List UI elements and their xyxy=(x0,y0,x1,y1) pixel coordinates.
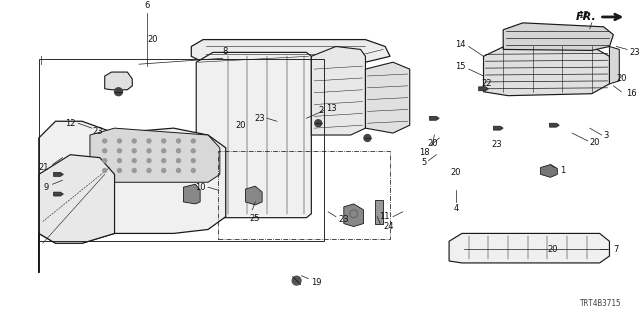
Polygon shape xyxy=(184,184,200,204)
Text: 15: 15 xyxy=(455,62,466,71)
Circle shape xyxy=(147,139,151,143)
Text: 18: 18 xyxy=(419,148,429,157)
Polygon shape xyxy=(54,192,63,196)
Bar xyxy=(218,151,390,239)
Text: 24: 24 xyxy=(383,222,394,231)
Text: 6: 6 xyxy=(145,1,150,10)
Text: 16: 16 xyxy=(626,89,637,98)
Text: 19: 19 xyxy=(311,278,322,287)
Text: 1: 1 xyxy=(560,166,566,175)
Circle shape xyxy=(177,149,180,153)
Polygon shape xyxy=(39,155,115,273)
Circle shape xyxy=(162,149,166,153)
Text: 7: 7 xyxy=(613,245,619,254)
Polygon shape xyxy=(503,23,613,51)
Circle shape xyxy=(147,168,151,172)
Polygon shape xyxy=(479,87,488,91)
Polygon shape xyxy=(541,164,557,177)
Circle shape xyxy=(103,168,107,172)
Circle shape xyxy=(177,139,180,143)
Text: 23: 23 xyxy=(338,215,349,224)
Text: 20: 20 xyxy=(590,138,600,148)
Text: 2: 2 xyxy=(318,106,323,115)
Text: 25: 25 xyxy=(250,214,260,223)
Polygon shape xyxy=(105,72,132,90)
Text: 13: 13 xyxy=(326,104,337,113)
Circle shape xyxy=(132,159,136,163)
Bar xyxy=(39,59,324,241)
Circle shape xyxy=(177,159,180,163)
Text: 4: 4 xyxy=(453,204,459,213)
Text: 21: 21 xyxy=(38,163,49,172)
Text: 3: 3 xyxy=(604,131,609,140)
Text: 10: 10 xyxy=(196,183,206,192)
Circle shape xyxy=(162,168,166,172)
Circle shape xyxy=(132,149,136,153)
Polygon shape xyxy=(484,44,609,96)
Polygon shape xyxy=(311,46,365,135)
Polygon shape xyxy=(191,40,390,62)
Circle shape xyxy=(118,168,122,172)
Polygon shape xyxy=(344,204,364,227)
Circle shape xyxy=(147,149,151,153)
Circle shape xyxy=(132,139,136,143)
Circle shape xyxy=(292,276,301,285)
Polygon shape xyxy=(449,233,609,263)
Circle shape xyxy=(315,120,322,127)
Circle shape xyxy=(191,159,195,163)
Text: 8: 8 xyxy=(223,47,228,56)
Circle shape xyxy=(132,168,136,172)
Text: 9: 9 xyxy=(44,183,49,192)
Circle shape xyxy=(118,149,122,153)
Text: 20: 20 xyxy=(547,245,557,254)
Text: TRT4B3715: TRT4B3715 xyxy=(580,299,621,308)
Text: 22: 22 xyxy=(481,79,492,88)
Text: 17: 17 xyxy=(579,11,589,20)
Polygon shape xyxy=(493,126,503,130)
Polygon shape xyxy=(196,52,311,218)
Circle shape xyxy=(115,88,122,96)
Circle shape xyxy=(103,149,107,153)
Circle shape xyxy=(364,134,371,141)
Text: 5: 5 xyxy=(421,158,426,167)
Text: 20: 20 xyxy=(427,139,438,148)
Text: 12: 12 xyxy=(65,119,76,128)
Polygon shape xyxy=(39,121,226,273)
Polygon shape xyxy=(90,128,220,182)
Circle shape xyxy=(118,139,122,143)
Circle shape xyxy=(103,159,107,163)
Polygon shape xyxy=(550,123,559,127)
Text: 20: 20 xyxy=(147,35,157,44)
Polygon shape xyxy=(365,62,410,133)
Text: 20: 20 xyxy=(616,75,627,84)
Circle shape xyxy=(191,168,195,172)
Circle shape xyxy=(162,139,166,143)
Polygon shape xyxy=(429,116,439,120)
Circle shape xyxy=(118,159,122,163)
Circle shape xyxy=(147,159,151,163)
Circle shape xyxy=(162,159,166,163)
Text: FR.: FR. xyxy=(576,12,596,22)
Text: 23: 23 xyxy=(92,127,102,136)
Text: 14: 14 xyxy=(455,40,466,49)
Circle shape xyxy=(191,149,195,153)
Text: 20: 20 xyxy=(235,121,245,130)
Polygon shape xyxy=(375,200,383,224)
Text: 20: 20 xyxy=(451,168,461,177)
Polygon shape xyxy=(54,172,63,176)
Circle shape xyxy=(103,139,107,143)
Text: 11: 11 xyxy=(380,212,390,221)
Circle shape xyxy=(115,88,122,95)
Circle shape xyxy=(177,168,180,172)
Text: 23: 23 xyxy=(492,140,502,149)
Text: 23: 23 xyxy=(255,114,265,123)
Polygon shape xyxy=(609,46,620,84)
Circle shape xyxy=(191,139,195,143)
Polygon shape xyxy=(245,186,262,205)
Text: 23: 23 xyxy=(629,48,640,57)
